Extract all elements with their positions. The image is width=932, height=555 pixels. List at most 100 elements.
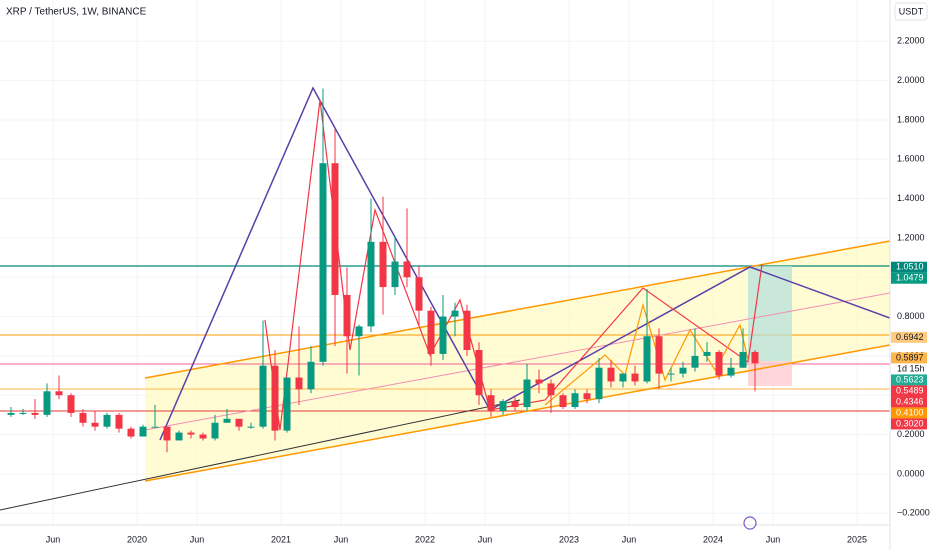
candle-body <box>643 336 651 382</box>
candle-body <box>55 391 63 396</box>
price-label-box <box>891 418 927 430</box>
event-icon[interactable] <box>743 516 757 530</box>
x-tick-label: Jun <box>478 534 493 544</box>
x-tick-label: Jun <box>766 534 781 544</box>
price-label: 0.6942 <box>896 332 924 342</box>
candle-body <box>499 401 507 411</box>
y-tick-label: 0.2000 <box>897 429 925 439</box>
candle-body <box>31 412 39 415</box>
x-tick-label: 2025 <box>847 534 867 544</box>
countdown: 1d 15h <box>897 363 925 373</box>
price-label-box <box>891 385 927 397</box>
candle-body <box>691 355 699 368</box>
candle-body <box>439 316 447 354</box>
channel-lower <box>144 344 891 482</box>
candle-body <box>379 241 387 288</box>
candle-body <box>619 373 627 382</box>
candle-body <box>463 310 471 350</box>
candle-body <box>631 373 639 382</box>
price-label-box <box>891 407 927 419</box>
price-label: 0.4346 <box>896 396 924 406</box>
axis-labels: −0.20000.00000.20000.40000.60000.80001.0… <box>46 36 930 545</box>
candle-body <box>547 383 555 396</box>
currency-button[interactable] <box>894 2 928 21</box>
candle-body <box>511 401 519 408</box>
price-label: 0.5897 <box>896 352 924 362</box>
x-tick-label: 2020 <box>127 534 147 544</box>
price-label-box <box>891 396 927 408</box>
channel-mid <box>144 292 891 431</box>
candle-body <box>247 426 255 428</box>
candle-body <box>211 422 219 439</box>
price-label: 0.3020 <box>896 418 924 428</box>
chart-title: XRP / TetherUS, 1W, BINANCE <box>6 7 147 18</box>
candle-body <box>703 351 711 356</box>
price-label-box <box>891 272 927 284</box>
y-tick-label: 1.8000 <box>897 114 925 124</box>
candle-body <box>127 428 135 437</box>
candle-body <box>199 434 207 439</box>
y-tick-label: 2.0000 <box>897 75 925 85</box>
y-tick-label: 1.4000 <box>897 193 925 203</box>
candle-body <box>739 351 747 368</box>
orange-zigzag <box>544 302 749 406</box>
candle-body <box>223 418 231 423</box>
candle-body <box>175 432 183 441</box>
price-label: 0.5489 <box>896 385 924 395</box>
price-label-box <box>891 374 927 386</box>
candle-body <box>307 361 315 390</box>
candle-body <box>43 391 51 415</box>
price-label-box <box>891 352 927 364</box>
x-tick-label: 2021 <box>271 534 291 544</box>
candle-body <box>667 373 675 375</box>
x-tick-label: Jun <box>46 534 61 544</box>
y-tick-label: 0.0000 <box>897 468 925 478</box>
candle-body <box>751 351 759 364</box>
candle-body <box>715 351 723 376</box>
candle-body <box>475 350 483 396</box>
y-tick-label: 2.2000 <box>897 36 925 46</box>
candle-body <box>451 310 459 317</box>
candle-body <box>7 412 15 415</box>
candle-body <box>151 426 159 428</box>
candles <box>7 88 759 453</box>
candle-body <box>403 261 411 278</box>
price-label: 1.0510 <box>896 262 924 272</box>
candle-body <box>343 294 351 337</box>
candle-body <box>655 336 663 374</box>
y-tick-label: 0.8000 <box>897 311 925 321</box>
candle-body <box>595 367 603 400</box>
candle-body <box>103 414 111 427</box>
x-tick-label: 2022 <box>415 534 435 544</box>
candle-body <box>19 412 27 414</box>
candle-body <box>163 426 171 441</box>
candle-body <box>331 163 339 295</box>
candle-body <box>415 277 423 311</box>
y-tick-label: −0.2000 <box>897 508 930 518</box>
candle-body <box>487 395 495 411</box>
candle-body <box>259 365 267 427</box>
candle-body <box>559 395 567 408</box>
candle-body <box>727 367 735 376</box>
price-label: 0.5623 <box>896 374 924 384</box>
x-tick-label: Jun <box>190 534 205 544</box>
currency[interactable]: USDT <box>899 6 924 16</box>
candle-body <box>271 365 279 431</box>
candle-body <box>391 261 399 288</box>
x-tick-label: 2024 <box>703 534 723 544</box>
channel-upper <box>144 240 891 379</box>
candle-body <box>79 412 87 423</box>
candle-body <box>571 393 579 408</box>
candle-body <box>427 310 435 354</box>
candle-body <box>583 393 591 400</box>
candle-body <box>367 241 375 327</box>
candle-body <box>523 379 531 408</box>
candle-body <box>139 426 147 437</box>
price-label: 0.4100 <box>896 407 924 417</box>
candle-body <box>235 418 243 427</box>
candle-body <box>295 377 303 390</box>
price-label-box <box>891 261 927 273</box>
candle-body <box>355 326 363 337</box>
y-tick-label: 1.2000 <box>897 232 925 242</box>
